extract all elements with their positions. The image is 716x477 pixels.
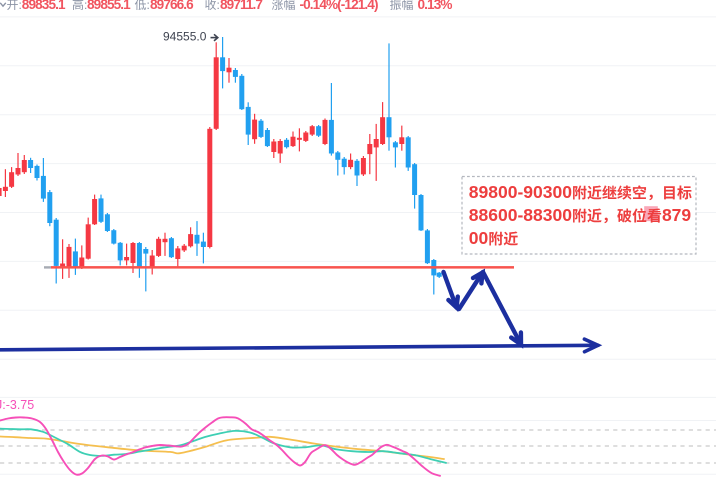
svg-text:89766.6: 89766.6 [150,0,194,12]
svg-text:89800-90300: 89800-90300 [469,182,572,202]
svg-text:00: 00 [469,228,489,248]
svg-text:J:-3.75: J:-3.75 [0,398,34,412]
svg-text:0.13%: 0.13% [418,0,453,12]
svg-text:94555.0: 94555.0 [163,29,207,43]
svg-text::: : [217,0,220,12]
svg-text:89835.1: 89835.1 [22,0,66,12]
svg-text:88600-88300: 88600-88300 [469,205,572,225]
svg-text::: : [147,0,150,12]
svg-text:879: 879 [662,205,691,225]
svg-text::: : [84,0,87,12]
svg-text:-0.14%(-121.4): -0.14%(-121.4) [300,0,378,12]
svg-text:89855.1: 89855.1 [87,0,131,12]
svg-text::: : [19,0,22,12]
svg-text:89711.7: 89711.7 [220,0,262,12]
